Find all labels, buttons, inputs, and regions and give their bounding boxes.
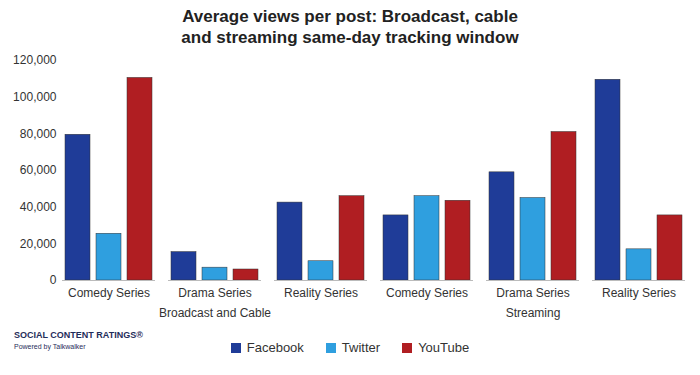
svg-text:Streaming: Streaming: [506, 306, 561, 320]
svg-text:Drama Series: Drama Series: [178, 286, 251, 300]
svg-text:Reality Series: Reality Series: [602, 286, 676, 300]
svg-text:Broadcast and Cable: Broadcast and Cable: [159, 306, 271, 320]
svg-text:0: 0: [50, 273, 57, 287]
svg-text:Comedy Series: Comedy Series: [386, 286, 468, 300]
html-text:YouTube: YouTube: [418, 340, 470, 355]
svg-text:Drama Series: Drama Series: [496, 286, 569, 300]
svg-text:Comedy Series: Comedy Series: [68, 286, 150, 300]
svg-text:40,000: 40,000: [20, 200, 57, 214]
svg-text:20,000: 20,000: [20, 237, 57, 251]
svg-text:Reality Series: Reality Series: [284, 286, 358, 300]
html-text:Powered by Talkwalker: Powered by Talkwalker: [14, 343, 86, 350]
html-text:SOCIAL CONTENT RATINGS®: SOCIAL CONTENT RATINGS®: [14, 330, 143, 340]
svg-text:60,000: 60,000: [20, 163, 57, 177]
svg-text:100,000: 100,000: [13, 90, 57, 104]
html-text:Facebook: Facebook: [246, 340, 304, 355]
svg-text:80,000: 80,000: [20, 127, 57, 141]
html-text:Average views per post: Broadc: Average views per post: Broadcast, cable…: [181, 7, 519, 47]
svg-text:120,000: 120,000: [13, 53, 57, 67]
html-text:Twitter: Twitter: [341, 340, 381, 355]
